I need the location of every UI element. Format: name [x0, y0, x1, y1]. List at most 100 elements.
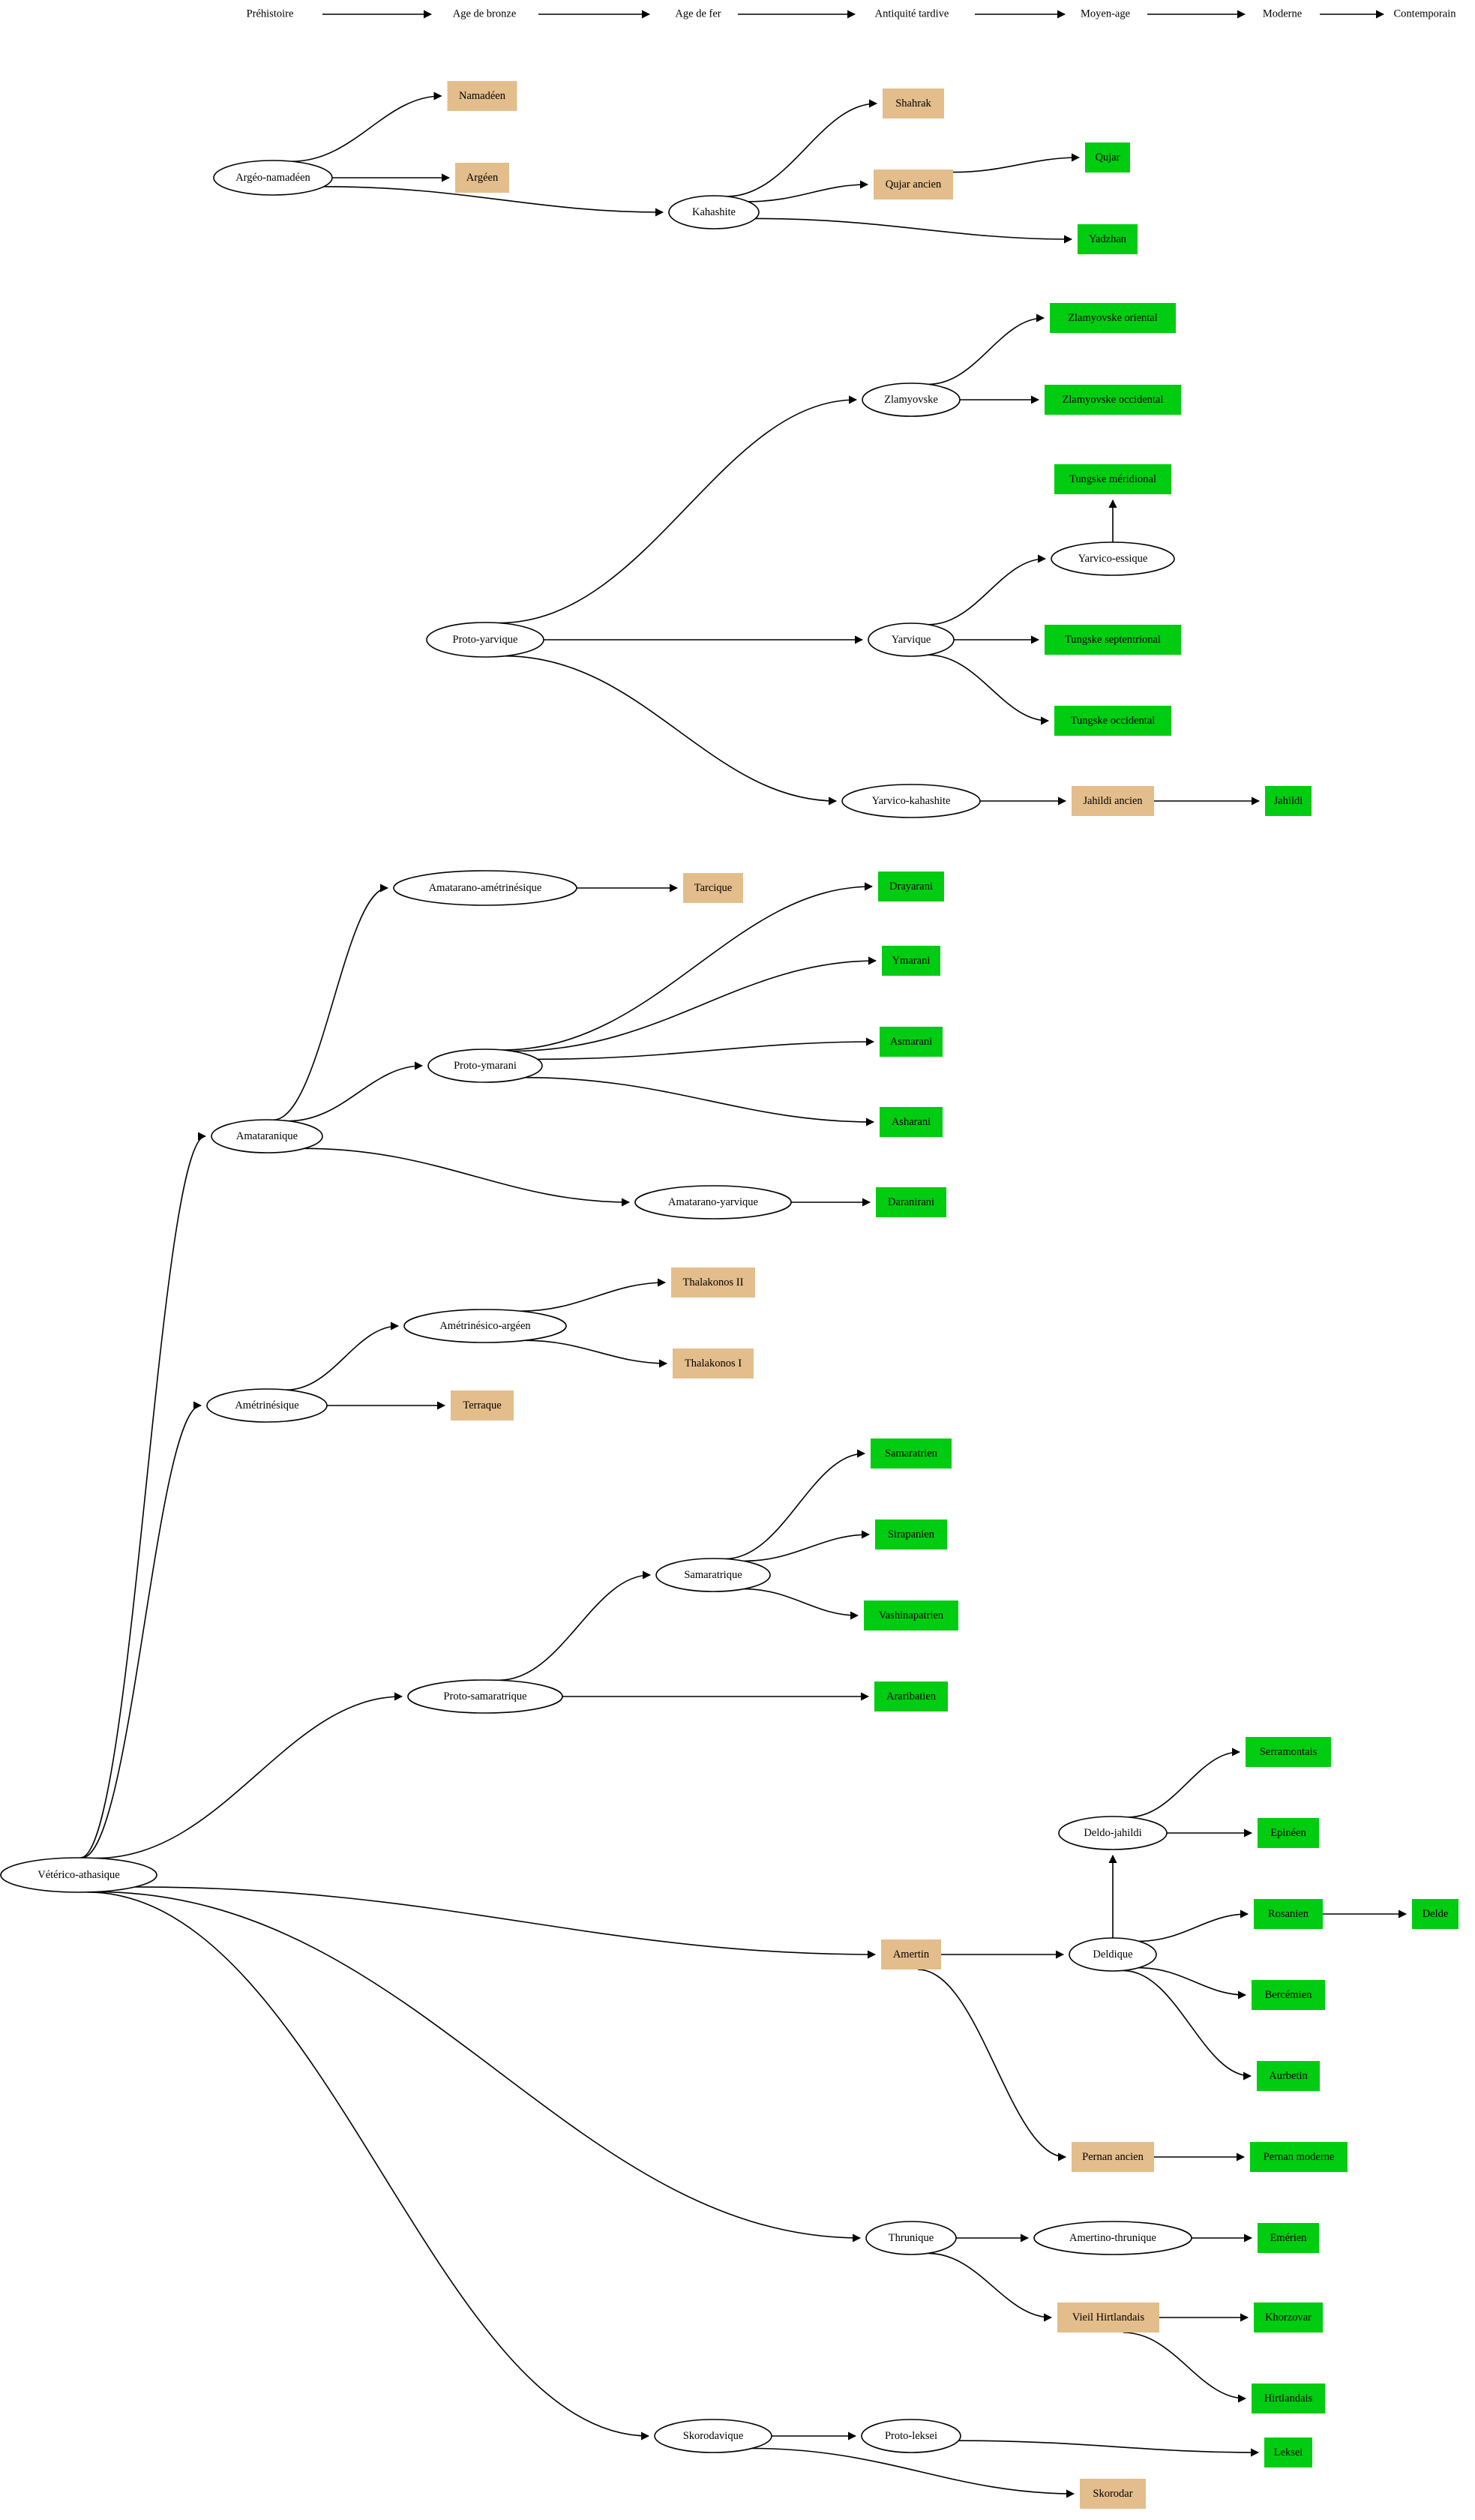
node-shape-aurbetin: [1257, 2061, 1320, 2091]
node-label-terraque: Terraque: [463, 1400, 501, 1412]
edge-samaratrique-to-sirapanien: [743, 1530, 871, 1562]
era-axis: Préhistoire Age de bronze Age de fer Antiqu…: [247, 8, 1457, 20]
edge-deldique-to-rosanien: [1138, 1910, 1249, 1942]
node-label-amatarano-yarvique: Amatarano-yarvique: [668, 1196, 758, 1208]
node-tungske-occidental[interactable]: Tungske occidental: [1054, 706, 1171, 736]
node-amertin[interactable]: Amertin: [881, 1940, 941, 1970]
edge-proto-yarvique-to-yarvico-kahashite: [504, 655, 838, 806]
node-amertino-thrunique[interactable]: Amertino-thrunique: [1033, 2221, 1192, 2255]
node-daranirani[interactable]: Daranirani: [876, 1187, 946, 1217]
node-label-leksei: Leksei: [1274, 2446, 1303, 2458]
node-label-delde: Delde: [1423, 1908, 1449, 1920]
node-ymarani[interactable]: Ymarani: [882, 946, 940, 976]
node-shape-khorzovar: [1254, 2302, 1323, 2332]
node-label-qujar-ancien: Qujar ancien: [886, 178, 942, 190]
node-ametrinesico-argeen[interactable]: Amétrinésico-argéen: [403, 1309, 567, 1343]
edge-veterico-athasique-to-thrunique: [96, 1891, 862, 2242]
edge-skorodavique-to-skorodar: [751, 2447, 1075, 2498]
node-samaratrique[interactable]: Samaratrique: [655, 1558, 771, 1592]
node-epineen[interactable]: Epinéen: [1258, 1818, 1319, 1848]
node-proto-ymarani[interactable]: Proto-ymarani: [427, 1048, 543, 1083]
node-yarvique[interactable]: Yarvique: [868, 622, 955, 657]
node-samaratrien[interactable]: Samaratrien: [871, 1438, 952, 1468]
era-label-6: Contemporain: [1394, 8, 1457, 20]
node-asharani[interactable]: Asharani: [880, 1107, 943, 1137]
node-shahrak[interactable]: Shahrak: [883, 88, 944, 118]
node-amatarano-yarvique[interactable]: Amatarano-yarvique: [634, 1185, 792, 1220]
node-thalakonos-1[interactable]: Thalakonos I: [673, 1348, 754, 1378]
node-rosanien[interactable]: Rosanien: [1254, 1899, 1323, 1929]
node-label-samaratrique: Samaratrique: [684, 1569, 742, 1581]
node-araribatien[interactable]: Araribatien: [874, 1682, 948, 1712]
node-shape-argeen: [455, 163, 509, 193]
node-veterico-athasique[interactable]: Vétérico-athasique: [0, 1857, 157, 1893]
node-qujar-ancien[interactable]: Qujar ancien: [874, 170, 953, 200]
node-shape-qujar: [1085, 142, 1130, 172]
era-label-3: Antiquité tardive: [875, 8, 949, 20]
node-zlamyovske[interactable]: Zlamyovske: [862, 382, 961, 417]
node-hirtlandais[interactable]: Hirtlandais: [1252, 2384, 1325, 2414]
node-pernan-moderne[interactable]: Pernan moderne: [1250, 2142, 1348, 2172]
node-label-ametrinesique: Amétrinésique: [235, 1400, 298, 1412]
node-jahildi-ancien[interactable]: Jahildi ancien: [1072, 786, 1154, 816]
node-zlamyovske-occidental[interactable]: Zlamyovske occidental: [1045, 385, 1181, 415]
node-shape-proto-yarvique: [426, 622, 544, 658]
node-tarcique[interactable]: Tarcique: [683, 873, 743, 903]
node-label-bercemien: Bercémien: [1265, 1989, 1313, 2001]
edge-deldique-to-aurbetin: [1123, 1970, 1252, 2080]
node-shape-yarvique: [868, 622, 955, 657]
node-pernan-ancien[interactable]: Pernan ancien: [1072, 2142, 1154, 2172]
node-yarvico-kahashite[interactable]: Yarvico-kahashite: [841, 784, 981, 818]
node-proto-leksei[interactable]: Proto-leksei: [861, 2419, 961, 2453]
node-aurbetin[interactable]: Aurbetin: [1257, 2061, 1320, 2091]
node-proto-samaratrique[interactable]: Proto-samaratrique: [407, 1679, 563, 1714]
node-jahildi[interactable]: Jahildi: [1265, 786, 1312, 816]
node-deldo-jahildi[interactable]: Deldo-jahildi: [1058, 1816, 1168, 1850]
node-serramontais[interactable]: Serramontais: [1246, 1737, 1331, 1767]
edge-yarvique-to-yarvico-essique: [928, 554, 1047, 626]
node-label-daranirani: Daranirani: [888, 1196, 934, 1208]
node-bercemien[interactable]: Bercémien: [1252, 1980, 1325, 2010]
node-thrunique[interactable]: Thrunique: [865, 2221, 957, 2255]
node-label-khorzovar: Khorzovar: [1265, 2312, 1312, 2324]
node-argeen[interactable]: Argéen: [455, 163, 509, 193]
node-khorzovar[interactable]: Khorzovar: [1254, 2302, 1323, 2332]
node-shape-samaratrique: [655, 1558, 771, 1592]
node-leksei[interactable]: Leksei: [1264, 2438, 1312, 2468]
node-shape-amatarano-ametrinesique: [393, 870, 577, 906]
node-vashinapatrien[interactable]: Vashinapatrien: [864, 1600, 958, 1630]
node-sirapanien[interactable]: Sirapanien: [875, 1520, 947, 1550]
node-skorodavique[interactable]: Skorodavique: [654, 2419, 772, 2453]
node-tungske-meridional[interactable]: Tungske méridional: [1054, 464, 1171, 494]
edge-samaratrique-to-vashinapatrien: [743, 1588, 859, 1620]
node-shape-serramontais: [1246, 1737, 1331, 1767]
node-yarvico-essique[interactable]: Yarvico-essique: [1051, 542, 1175, 576]
node-shape-argeo-namadeen: [213, 160, 333, 196]
node-amataranique[interactable]: Amataranique: [211, 1119, 323, 1154]
node-amatarano-ametrinesique[interactable]: Amatarano-amétrinésique: [393, 870, 577, 906]
node-vieil-hirtlandais[interactable]: Vieil Hirtlandais: [1057, 2302, 1159, 2332]
node-shape-amatarano-yarvique: [634, 1185, 792, 1220]
node-emerien[interactable]: Emérien: [1258, 2223, 1319, 2253]
node-asmarani[interactable]: Asmarani: [880, 1027, 943, 1057]
node-label-hirtlandais: Hirtlandais: [1264, 2392, 1313, 2404]
node-thalakonos-2[interactable]: Thalakonos II: [671, 1268, 755, 1298]
node-proto-yarvique[interactable]: Proto-yarvique: [426, 622, 544, 658]
node-skorodar[interactable]: Skorodar: [1080, 2479, 1146, 2509]
node-shape-pernan-ancien: [1072, 2142, 1154, 2172]
node-deldique[interactable]: Deldique: [1069, 1937, 1157, 1972]
node-zlamyovske-oriental[interactable]: Zlamyovske oriental: [1050, 303, 1176, 333]
node-tungske-septentrional[interactable]: Tungske septentrional: [1045, 625, 1181, 655]
node-yadzhan[interactable]: Yadzhan: [1078, 224, 1138, 254]
node-terraque[interactable]: Terraque: [451, 1390, 514, 1420]
node-label-epineen: Epinéen: [1270, 1827, 1306, 1839]
node-kahashite[interactable]: Kahashite: [668, 195, 760, 230]
node-namadeen[interactable]: Namadéen: [447, 81, 517, 111]
node-delde[interactable]: Delde: [1412, 1899, 1459, 1929]
node-label-yarvico-essique: Yarvico-essique: [1078, 553, 1148, 565]
node-qujar[interactable]: Qujar: [1085, 142, 1130, 172]
node-ametrinesique[interactable]: Amétrinésique: [206, 1388, 328, 1423]
node-argeo-namadeen[interactable]: Argéo-namadéen: [213, 160, 333, 196]
node-drayarani[interactable]: Drayarani: [878, 872, 944, 902]
